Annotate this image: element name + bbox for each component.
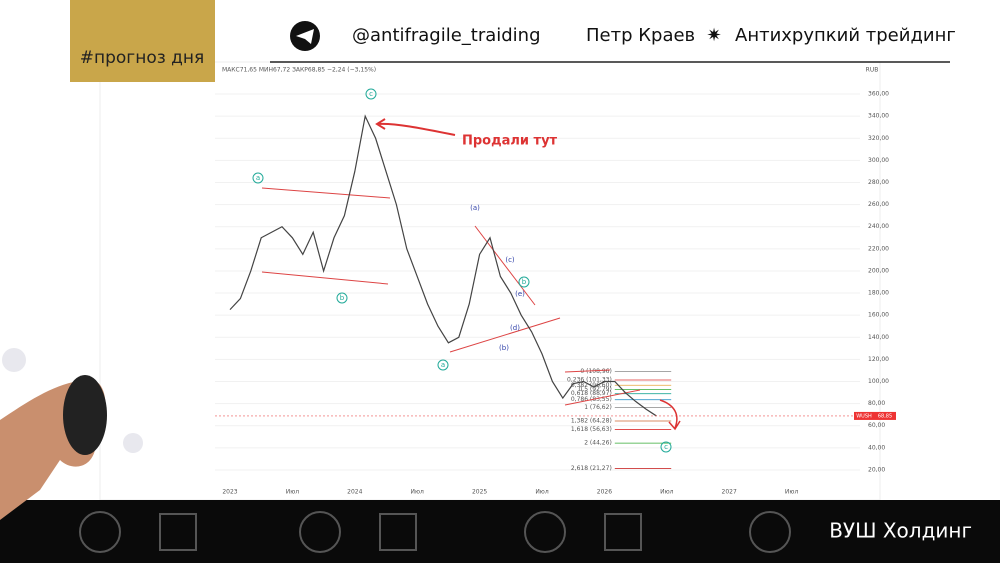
y-tick-label: 320,00 (868, 135, 889, 142)
y-tick-label: 260,00 (868, 201, 889, 208)
wave-circle (660, 441, 672, 453)
forecast-arrow (659, 399, 681, 431)
currency: RUB (866, 67, 879, 74)
y-tick-label: 80,00 (868, 400, 885, 407)
annotation-arrow (375, 118, 456, 136)
author: Петр Краев (586, 25, 695, 46)
wave-label: a (441, 361, 445, 369)
y-tick-label: 160,00 (868, 312, 889, 319)
y-tick-label: 300,00 (868, 157, 889, 164)
fib-label: 1,618 (56,63) (571, 426, 612, 433)
wave-label: c (369, 90, 373, 98)
wave-label: (c) (505, 256, 515, 264)
trend-line (564, 389, 641, 406)
wave-label: (d) (510, 324, 520, 332)
wave-circle (518, 276, 530, 288)
fib-label: 0,618 (88,97) (571, 390, 612, 397)
fib-label: 0,236 (101,33) (567, 377, 612, 384)
company: ВУШ Холдинг (829, 519, 972, 543)
y-tick-label: 360,00 (868, 91, 889, 98)
x-tick-label: 2027 (722, 489, 737, 496)
x-tick-label: Июл (660, 489, 674, 496)
ohlc: МАКС71,65 МИН67,72 ЗАКР68,85 −2,24 (−3,1… (222, 67, 376, 74)
wave-label: (b) (499, 344, 509, 352)
y-tick-label: 280,00 (868, 179, 889, 186)
annotation: Продали тут (462, 134, 558, 149)
trend-line (474, 225, 536, 306)
wave-circle (252, 172, 264, 184)
footer-band (0, 500, 1000, 563)
star: ✷ (706, 25, 721, 46)
y-tick-label: 20,00 (868, 466, 885, 473)
x-tick-label: Июл (785, 489, 799, 496)
y-tick-label: 240,00 (868, 223, 889, 230)
y-tick-label: 180,00 (868, 290, 889, 297)
wave-label: (a) (470, 204, 480, 212)
y-tick-label: 60,00 (868, 422, 885, 429)
fib-label: 1,382 (64,28) (571, 417, 612, 424)
last-price: 68,85 (878, 413, 892, 419)
x-tick-label: Июл (286, 489, 300, 496)
tag: #прогноз дня (80, 48, 205, 68)
telegram-plane (296, 29, 314, 44)
y-tick-label: 140,00 (868, 334, 889, 341)
price-line (229, 114, 657, 417)
x-tick-label: Июл (535, 489, 549, 496)
wave-circle (365, 88, 377, 100)
footer-logos (79, 511, 791, 553)
fib-label: 1 (76,62) (584, 404, 612, 411)
y-tick-label: 220,00 (868, 245, 889, 252)
y-tick-label: 40,00 (868, 444, 885, 451)
wave-label: b (522, 278, 527, 286)
x-tick-label: 2025 (472, 489, 487, 496)
wave-label: (e) (515, 290, 525, 298)
pearl (123, 433, 143, 453)
chart-area (99, 61, 881, 501)
trend-line (564, 369, 611, 373)
trend-line (261, 271, 389, 285)
y-tick-label: 120,00 (868, 356, 889, 363)
y-tick-label: 200,00 (868, 267, 889, 274)
ticker: WUSH (856, 413, 872, 419)
wave-label: b (340, 294, 345, 302)
x-tick-label: 2024 (347, 489, 362, 496)
wave-circle (437, 359, 449, 371)
y-tick-label: 100,00 (868, 378, 889, 385)
tag-box (70, 0, 215, 82)
trend-line (449, 317, 561, 353)
brand: Антихрупкий трейдинг (735, 25, 956, 46)
wave-label: a (256, 174, 260, 182)
x-tick-label: 2026 (597, 489, 612, 496)
trend-line (261, 187, 391, 199)
x-tick-label: 2023 (222, 489, 237, 496)
y-tick-label: 340,00 (868, 113, 889, 120)
wave-label: c (664, 443, 668, 451)
last-price-box (874, 411, 896, 420)
fib-label: 0 (108,96) (580, 368, 611, 375)
mouse (63, 375, 107, 455)
wave-circle (336, 292, 348, 304)
pearl (2, 348, 26, 372)
fib-label: 0,5 (92,79) (578, 386, 611, 393)
fib-label: 2,618 (21,27) (571, 465, 612, 472)
ticker-box (854, 411, 874, 420)
x-tick-label: Июл (411, 489, 425, 496)
channel: @antifragile_traiding (352, 25, 541, 46)
fib-label: 2 (44,26) (584, 440, 612, 447)
